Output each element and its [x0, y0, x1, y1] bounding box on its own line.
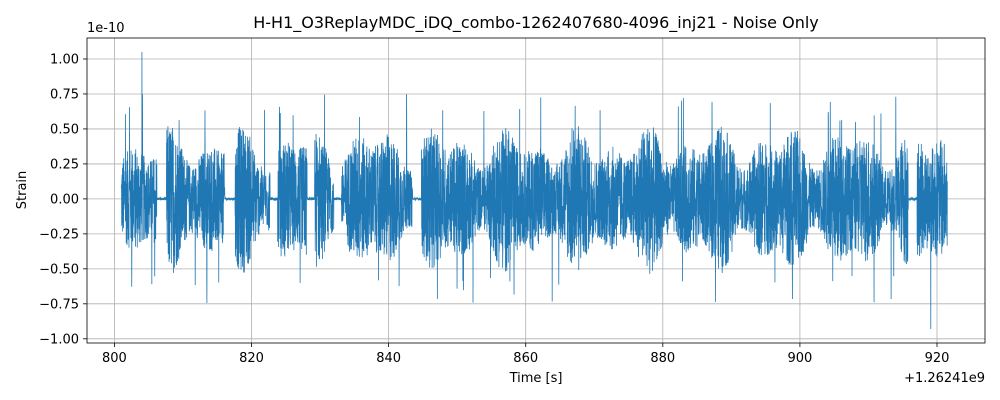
y-tick-label: −0.75: [39, 297, 79, 312]
y-tick-label: 0.00: [50, 192, 79, 207]
plot-area: [120, 51, 948, 330]
series-line: [120, 51, 948, 330]
x-offset-label: +1.26241e9: [904, 371, 985, 386]
x-tick-label: 840: [376, 351, 401, 366]
x-tick-label: 860: [513, 351, 538, 366]
y-tick-label: −0.25: [39, 227, 79, 242]
x-axis: 800 820 840 860 880 900 920: [102, 343, 949, 366]
x-tick-label: 920: [925, 351, 950, 366]
plot-frame: [86, 37, 986, 344]
x-tick-label: 900: [788, 351, 813, 366]
y-tick-label: 1.00: [50, 52, 79, 67]
x-tick-label: 820: [239, 351, 264, 366]
y-tick-label: −0.50: [39, 262, 79, 277]
y-tick-label: 0.50: [50, 122, 79, 137]
y-tick-label: −1.00: [39, 332, 79, 347]
y-tick-label: 0.75: [50, 87, 79, 102]
y-axis-label: Strain: [15, 171, 30, 210]
chart-title: H-H1_O3ReplayMDC_iDQ_combo-1262407680-40…: [253, 13, 819, 33]
x-tick-label: 800: [102, 351, 127, 366]
y-axis: −1.00 −0.75 −0.50 −0.25 0.00 0.25 0.50 0.75 1.00: [39, 52, 87, 347]
y-tick-label: 0.25: [50, 157, 79, 172]
x-axis-label: Time [s]: [509, 371, 563, 386]
x-tick-label: 880: [650, 351, 675, 366]
y-scale-offset-label: 1e-10: [87, 21, 125, 36]
